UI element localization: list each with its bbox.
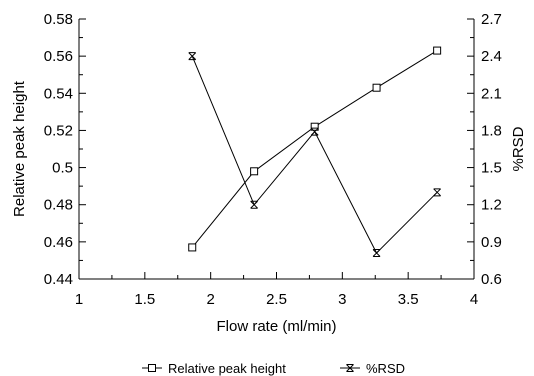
series-line-rsd bbox=[191, 55, 438, 254]
x-tick-label: 1 bbox=[75, 291, 83, 308]
y2-tick-label: 2.7 bbox=[481, 11, 502, 28]
y-tick-label: 0.48 bbox=[44, 197, 73, 214]
data-point-relative-peak-height bbox=[372, 83, 381, 92]
data-point-rsd bbox=[372, 249, 381, 257]
y-tick-label: 0.44 bbox=[44, 271, 73, 288]
y-tick-label: 0.54 bbox=[44, 85, 73, 102]
series-layer bbox=[188, 46, 442, 257]
legend-marker bbox=[346, 364, 354, 372]
x-tick-label: 4 bbox=[470, 291, 478, 308]
y2-tick-label: 2.4 bbox=[481, 48, 502, 65]
y-tick-label: 0.5 bbox=[52, 160, 73, 177]
y2-tick-label: 2.1 bbox=[481, 85, 502, 102]
x-tick-label: 2.5 bbox=[266, 291, 287, 308]
data-point-relative-peak-height bbox=[250, 167, 259, 176]
data-point-rsd bbox=[250, 200, 258, 209]
y-tick-label: 0.56 bbox=[44, 48, 73, 65]
y2-tick-label: 1.2 bbox=[481, 197, 502, 214]
legend-label-rsd: %RSD bbox=[366, 361, 405, 376]
left-y-axis-title: Relative peak height bbox=[11, 80, 28, 217]
x-tick-label: 2 bbox=[206, 291, 214, 308]
y-tick-label: 0.58 bbox=[44, 11, 73, 28]
legend-swatch-relative-peak-height bbox=[142, 364, 162, 372]
legend-swatch-rsd bbox=[340, 364, 360, 372]
right-y-axis-ticks: 0.6 0.9 1.2 1.5 1.8 2.1 2.4 2.7 bbox=[467, 11, 502, 288]
x-axis-ticks: 1 1.5 2 2.5 3 3.5 4 bbox=[75, 272, 478, 308]
y2-tick-label: 0.9 bbox=[481, 234, 502, 251]
legend-marker bbox=[148, 364, 156, 372]
y2-tick-label: 1.8 bbox=[481, 122, 502, 139]
y2-tick-label: 0.6 bbox=[481, 271, 502, 288]
y-tick-label: 0.46 bbox=[44, 234, 73, 251]
data-point-rsd bbox=[433, 188, 441, 197]
data-point-relative-peak-height bbox=[188, 243, 197, 252]
right-y-axis-title: %RSD bbox=[510, 126, 527, 171]
x-tick-label: 1.5 bbox=[134, 291, 155, 308]
y2-tick-label: 1.5 bbox=[481, 160, 502, 177]
data-point-relative-peak-height bbox=[310, 122, 319, 131]
data-point-relative-peak-height bbox=[433, 46, 442, 55]
series-line-relative-peak-height bbox=[191, 50, 438, 248]
plot-frame bbox=[78, 19, 475, 280]
data-point-rsd bbox=[310, 127, 319, 136]
x-axis-title: Flow rate (ml/min) bbox=[216, 318, 336, 335]
data-point-rsd bbox=[188, 52, 197, 61]
x-tick-label: 3.5 bbox=[398, 291, 419, 308]
left-y-axis-ticks: 0.44 0.46 0.48 0.5 0.52 0.54 0.56 0.58 bbox=[44, 11, 86, 288]
y-tick-label: 0.52 bbox=[44, 122, 73, 139]
x-tick-label: 3 bbox=[338, 291, 346, 308]
legend: Relative peak height %RSD bbox=[142, 361, 405, 376]
legend-label-relative-peak-height: Relative peak height bbox=[168, 361, 286, 376]
